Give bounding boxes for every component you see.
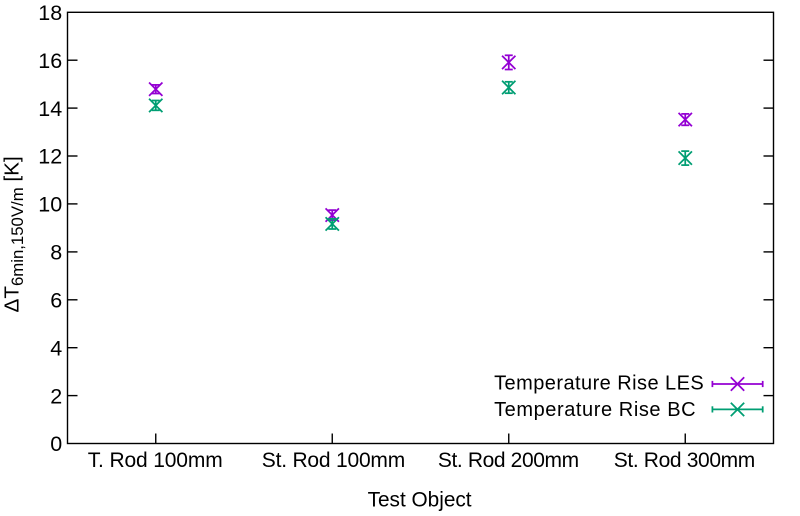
svg-text:16: 16 (38, 49, 62, 73)
svg-text:0: 0 (50, 432, 62, 456)
svg-text:18: 18 (38, 1, 62, 25)
svg-text:4: 4 (50, 336, 62, 360)
svg-text:St. Rod 200mm: St. Rod 200mm (438, 449, 579, 472)
svg-text:2: 2 (50, 384, 62, 408)
svg-text:8: 8 (50, 241, 62, 265)
svg-text:St. Rod 100mm: St. Rod 100mm (262, 449, 405, 472)
svg-text:6: 6 (50, 289, 62, 313)
svg-text:Temperature Rise LES: Temperature Rise LES (494, 372, 704, 394)
svg-text:Temperature Rise BC: Temperature Rise BC (494, 399, 695, 421)
svg-text:12: 12 (38, 145, 62, 169)
svg-text:14: 14 (38, 97, 62, 121)
svg-text:10: 10 (38, 193, 62, 217)
svg-text:T. Rod 100mm: T. Rod 100mm (88, 449, 223, 472)
svg-text:St. Rod 300mm: St. Rod 300mm (614, 449, 756, 472)
svg-text:Test Object: Test Object (368, 489, 472, 512)
